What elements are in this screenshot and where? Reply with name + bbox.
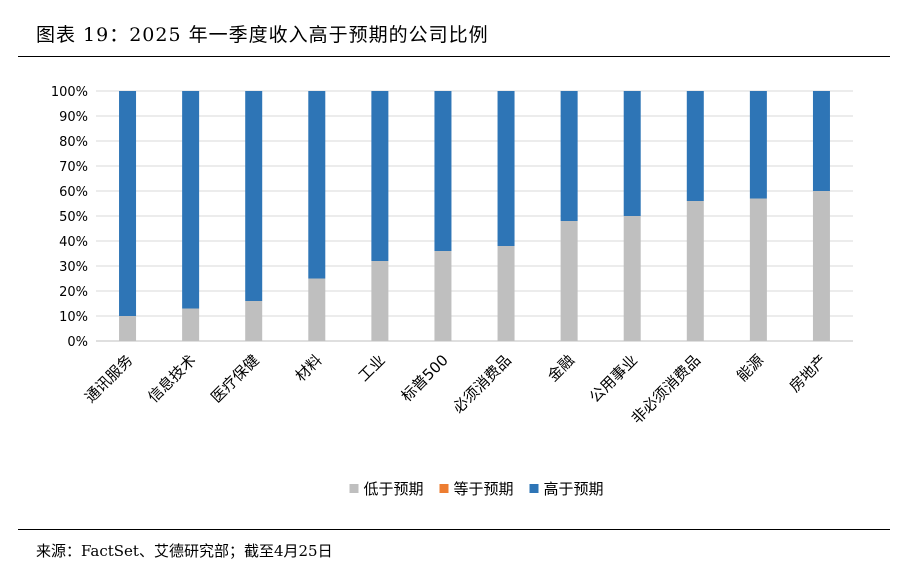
bar-segment (497, 91, 515, 246)
x-tick-label: 材料 (292, 351, 326, 385)
bar-segment (497, 246, 515, 341)
bar-segment (119, 316, 137, 341)
y-tick-label: 20% (59, 285, 88, 300)
top-rule (18, 56, 890, 57)
x-tick-label: 金融 (544, 351, 578, 385)
x-tick-label: 能源 (733, 351, 767, 385)
legend-label: 低于预期 (364, 480, 424, 498)
bar-segment (749, 91, 767, 199)
bar-segment (371, 261, 389, 341)
y-tick-label: 80% (59, 135, 88, 150)
bar-segment (371, 91, 389, 261)
x-tick-label: 医疗保健 (207, 351, 262, 406)
bottom-rule (18, 529, 890, 530)
y-tick-label: 100% (51, 85, 88, 100)
y-tick-label: 10% (59, 310, 88, 325)
bar-segment (434, 251, 452, 341)
bar-segment (623, 216, 641, 341)
source-note: 来源：FactSet、艾德研究部；截至4月25日 (36, 542, 333, 560)
bar-segment (812, 91, 830, 191)
bar-segment (812, 191, 830, 341)
bar-segment (560, 91, 578, 221)
x-tick-label: 工业 (355, 351, 389, 385)
bar-segment (182, 308, 200, 341)
bar-segment (749, 198, 767, 341)
bar-segment (119, 91, 137, 316)
x-tick-label: 信息技术 (144, 351, 199, 406)
x-tick-label: 房地产 (786, 351, 831, 396)
bar-segment (308, 278, 326, 341)
legend-swatch (529, 484, 539, 493)
bar-segment (686, 91, 704, 201)
bar-segment (245, 91, 263, 301)
chart-title: 图表 19：2025 年一季度收入高于预期的公司比例 (36, 24, 489, 46)
y-tick-label: 40% (59, 235, 88, 250)
y-tick-label: 0% (67, 335, 88, 350)
x-tick-label: 必须消费品 (449, 351, 515, 417)
legend-swatch (349, 484, 359, 493)
bar-segment (623, 91, 641, 216)
y-tick-label: 50% (59, 210, 88, 225)
x-tick-label: 通讯服务 (81, 351, 136, 406)
y-tick-label: 70% (59, 160, 88, 175)
legend-label: 高于预期 (544, 480, 604, 498)
bar-segment (245, 301, 263, 341)
bar-segment (182, 91, 200, 309)
y-tick-label: 90% (59, 110, 88, 125)
bar-segment (686, 201, 704, 341)
bar-segment (560, 221, 578, 341)
y-tick-label: 60% (59, 185, 88, 200)
bar-segment (308, 91, 326, 279)
y-tick-label: 30% (59, 260, 88, 275)
bar-segment (434, 91, 452, 251)
x-tick-label: 公用事业 (586, 351, 641, 406)
legend-label: 等于预期 (454, 480, 514, 498)
legend-swatch (439, 484, 449, 493)
x-tick-label: 标普500 (398, 351, 452, 405)
